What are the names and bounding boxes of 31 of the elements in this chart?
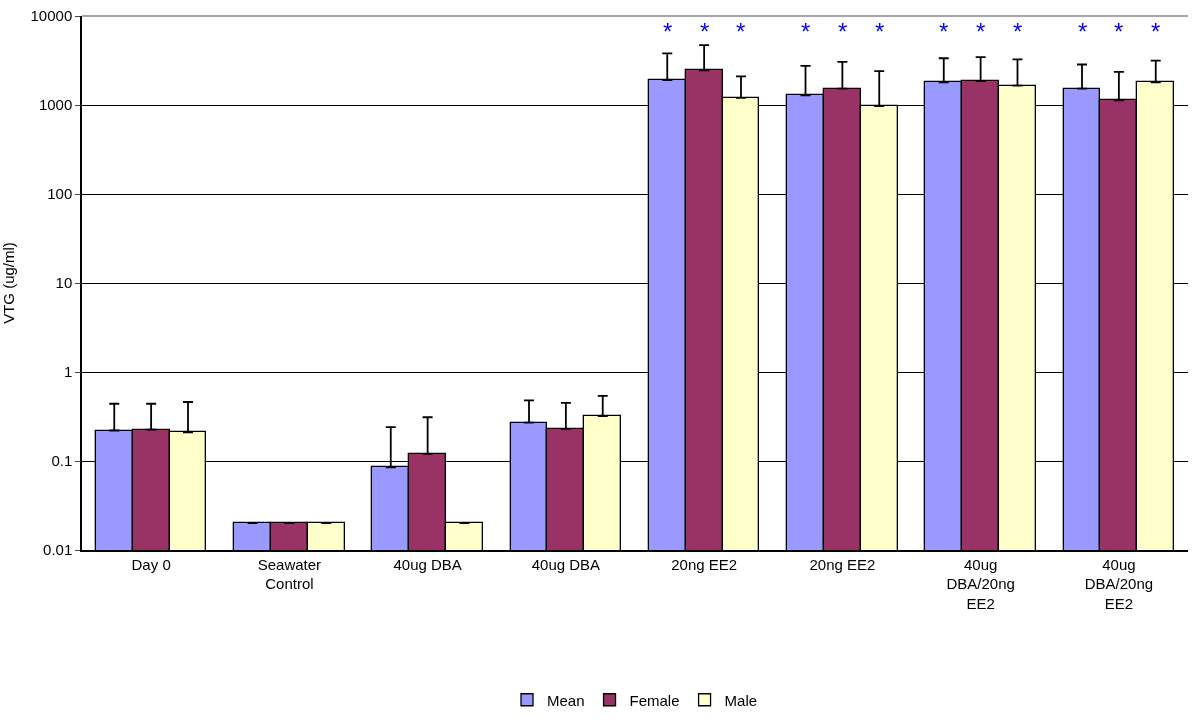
y-tick-label: 10000 <box>30 7 73 25</box>
legend-label: Female <box>629 691 680 709</box>
y-tick-label: 0.1 <box>51 452 73 470</box>
x-tick-label: Day 0 <box>131 555 171 573</box>
data-label: * <box>838 18 848 45</box>
data-label: * <box>1114 18 1124 45</box>
y-tick-label: 0.01 <box>43 541 73 559</box>
y-tick-label: 1 <box>63 363 73 381</box>
x-tick-label: 40ug DBA <box>393 555 462 573</box>
x-tick-label: 40ug DBA/20ng EE2 <box>946 555 1015 612</box>
data-label: * <box>939 18 949 45</box>
data-label: * <box>976 18 986 45</box>
data-label: * <box>663 18 673 45</box>
y-tick-label: 10 <box>55 274 73 292</box>
legend-label: Male <box>724 691 758 709</box>
data-label: * <box>1151 18 1161 45</box>
y-axis-title: VTG (ug/ml) <box>0 242 17 324</box>
x-tick-label: Seawater Control <box>257 555 322 593</box>
x-tick-label: 20ng EE2 <box>671 555 738 573</box>
x-tick-label: 40ug DBA <box>531 555 601 573</box>
x-tick-label: 40ug DBA/20ng EE2 <box>1084 555 1154 612</box>
y-tick-label: 1000 <box>38 96 73 114</box>
data-label: * <box>1078 18 1088 45</box>
data-label: * <box>736 18 746 45</box>
legend-label: Mean <box>547 691 585 709</box>
data-label: * <box>700 18 710 45</box>
x-tick-label: 20ng EE2 <box>809 555 876 573</box>
data-label: * <box>801 18 811 45</box>
data-label: * <box>1013 18 1023 45</box>
data-label: * <box>875 18 885 45</box>
y-tick-label: 100 <box>47 185 73 203</box>
